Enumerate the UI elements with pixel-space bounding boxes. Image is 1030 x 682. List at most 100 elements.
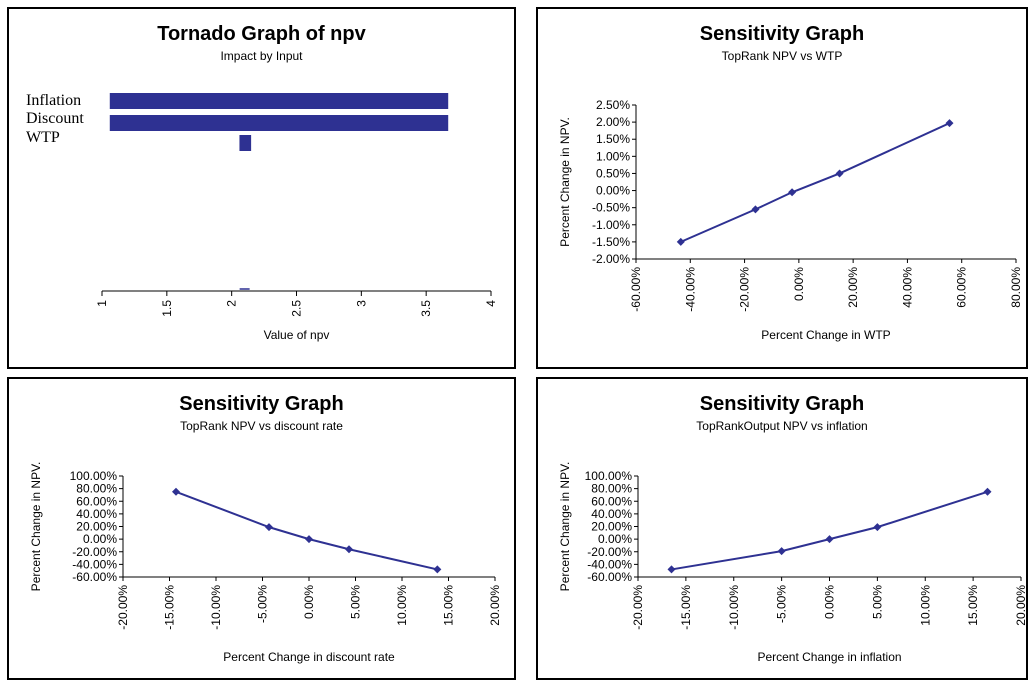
x-tick-label: 10.00% (918, 585, 932, 626)
data-point (873, 523, 882, 532)
series-line (671, 490, 988, 571)
x-tick-label: 20.00% (488, 585, 502, 626)
chart-title: Sensitivity Graph (179, 393, 344, 415)
data-point (667, 565, 676, 574)
data-point (777, 547, 786, 556)
x-tick-label: 5.00% (870, 585, 884, 619)
x-tick-label: 5.00% (349, 585, 363, 619)
sensitivity-wtp-panel: Sensitivity Graph TopRank NPV vs WTP 2.5… (536, 7, 1028, 369)
x-tick-label: 80.00% (1009, 267, 1023, 308)
x-tick-label: 0.00% (823, 585, 837, 619)
x-tick-label: 40.00% (900, 267, 914, 308)
data-point (788, 188, 797, 197)
data-point (265, 523, 274, 532)
x-tick-label: -20.00% (738, 267, 752, 312)
y-tick-label: 1.50% (596, 132, 630, 146)
x-axis-label: Percent Change in discount rate (223, 650, 395, 664)
category-label: Inflation (26, 92, 81, 109)
x-axis-label: Value of npv (264, 328, 330, 342)
x-tick-label: -60.00% (629, 267, 643, 312)
y-tick-label: -1.00% (592, 218, 630, 232)
chart-title: Sensitivity Graph (699, 23, 865, 45)
data-point (344, 545, 353, 554)
chart-title: Tornado Graph of npv (157, 23, 366, 45)
y-tick-label: -2.00% (592, 252, 630, 266)
data-point (751, 205, 760, 214)
x-tick-label: 60.00% (955, 267, 969, 308)
x-tick-label: 3 (354, 300, 368, 307)
sensitivity-discount-panel: Sensitivity Graph TopRank NPV vs discoun… (7, 377, 516, 680)
x-tick-label: -20.00% (631, 585, 645, 630)
y-axis-label: Percent Change in NPV. (29, 462, 43, 592)
chart-subtitle: Impact by Input (220, 49, 303, 63)
data-point (945, 119, 954, 128)
chart-subtitle: TopRank NPV vs WTP (721, 49, 843, 63)
x-tick-label: 20.00% (1014, 585, 1028, 626)
y-tick-label: 60.00% (591, 494, 632, 508)
x-tick-label: -20.00% (116, 585, 130, 630)
y-tick-label: 100.00% (585, 469, 633, 483)
x-tick-label: 1.5 (160, 300, 174, 317)
x-tick-label: 0.00% (792, 267, 806, 301)
y-tick-label: 20.00% (591, 520, 632, 534)
y-tick-label: -0.50% (592, 201, 630, 215)
x-tick-label: -10.00% (727, 585, 741, 630)
data-point (172, 487, 181, 496)
x-tick-label: 3.5 (419, 300, 433, 317)
x-tick-label: -5.00% (775, 585, 789, 623)
y-tick-label: -20.00% (72, 545, 117, 559)
x-tick-label: -40.00% (683, 267, 697, 312)
sensitivity-inflation-panel: Sensitivity Graph TopRankOutput NPV vs i… (536, 377, 1028, 680)
y-tick-label: 40.00% (76, 507, 117, 521)
x-tick-label: 2.5 (290, 300, 304, 317)
y-tick-label: 80.00% (76, 482, 117, 496)
data-point (305, 535, 313, 544)
y-tick-label: -40.00% (72, 557, 117, 571)
x-tick-label: 10.00% (395, 585, 409, 626)
y-tick-label: 0.00% (83, 532, 117, 546)
y-axis-label: Percent Change in NPV. (558, 462, 572, 592)
tornado-chart-panel: Tornado Graph of npv Impact by Input 1 1.… (7, 7, 516, 369)
x-tick-label: -10.00% (209, 585, 223, 630)
x-tick-label: 2 (225, 300, 239, 307)
x-tick-label: 4 (484, 300, 498, 307)
sensitivity-wtp-plot: 2.50% 2.00% 1.50% 1.00% 0.50% 0.00% -0.50% -1.0… (558, 98, 1023, 342)
sensitivity-discount-plot: 100.00%80.00%60.00%40.00%20.00%0.00%-20.… (29, 462, 502, 664)
x-tick-label: 1 (95, 300, 109, 307)
y-tick-label: -60.00% (72, 570, 117, 584)
data-point (676, 237, 685, 246)
x-axis-label: Percent Change in inflation (757, 650, 901, 664)
category-label: WTP (26, 129, 60, 146)
y-tick-label: -40.00% (587, 557, 632, 571)
y-tick-label: 100.00% (70, 469, 118, 483)
category-label: Discount (26, 110, 84, 127)
y-tick-label: 2.00% (596, 115, 630, 129)
y-tick-label: 40.00% (591, 507, 632, 521)
tornado-bar (109, 93, 449, 109)
y-tick-label: 0.50% (596, 166, 630, 180)
x-tick-label: -15.00% (163, 585, 177, 630)
y-tick-label: 0.00% (596, 184, 630, 198)
x-tick-label: 15.00% (966, 585, 980, 626)
x-tick-label: 0.00% (302, 585, 316, 619)
y-axis-label: Percent Change in NPV. (558, 117, 572, 247)
tornado-bar (109, 115, 449, 131)
data-point (835, 169, 844, 178)
data-point (825, 535, 834, 544)
tornado-chart-plot: 1 1.5 2 2.5 3 3.5 4 Value of npv InflationDiscou… (26, 92, 498, 342)
chart-title: Sensitivity Graph (699, 393, 865, 415)
y-tick-label: 2.50% (596, 98, 630, 112)
chart-subtitle: TopRankOutput NPV vs inflation (696, 419, 868, 433)
chart-subtitle: TopRank NPV vs discount rate (180, 419, 343, 433)
data-point (983, 487, 992, 496)
x-tick-label: -5.00% (256, 585, 270, 623)
y-tick-label: -60.00% (587, 570, 632, 584)
y-tick-label: -1.50% (592, 235, 630, 249)
tornado-bar (239, 135, 252, 151)
x-tick-label: 20.00% (846, 267, 860, 308)
y-tick-label: 80.00% (591, 482, 632, 496)
y-tick-label: 0.00% (598, 532, 632, 546)
y-tick-label: -20.00% (587, 545, 632, 559)
y-tick-label: 1.00% (596, 149, 630, 163)
y-tick-label: 20.00% (76, 520, 117, 534)
